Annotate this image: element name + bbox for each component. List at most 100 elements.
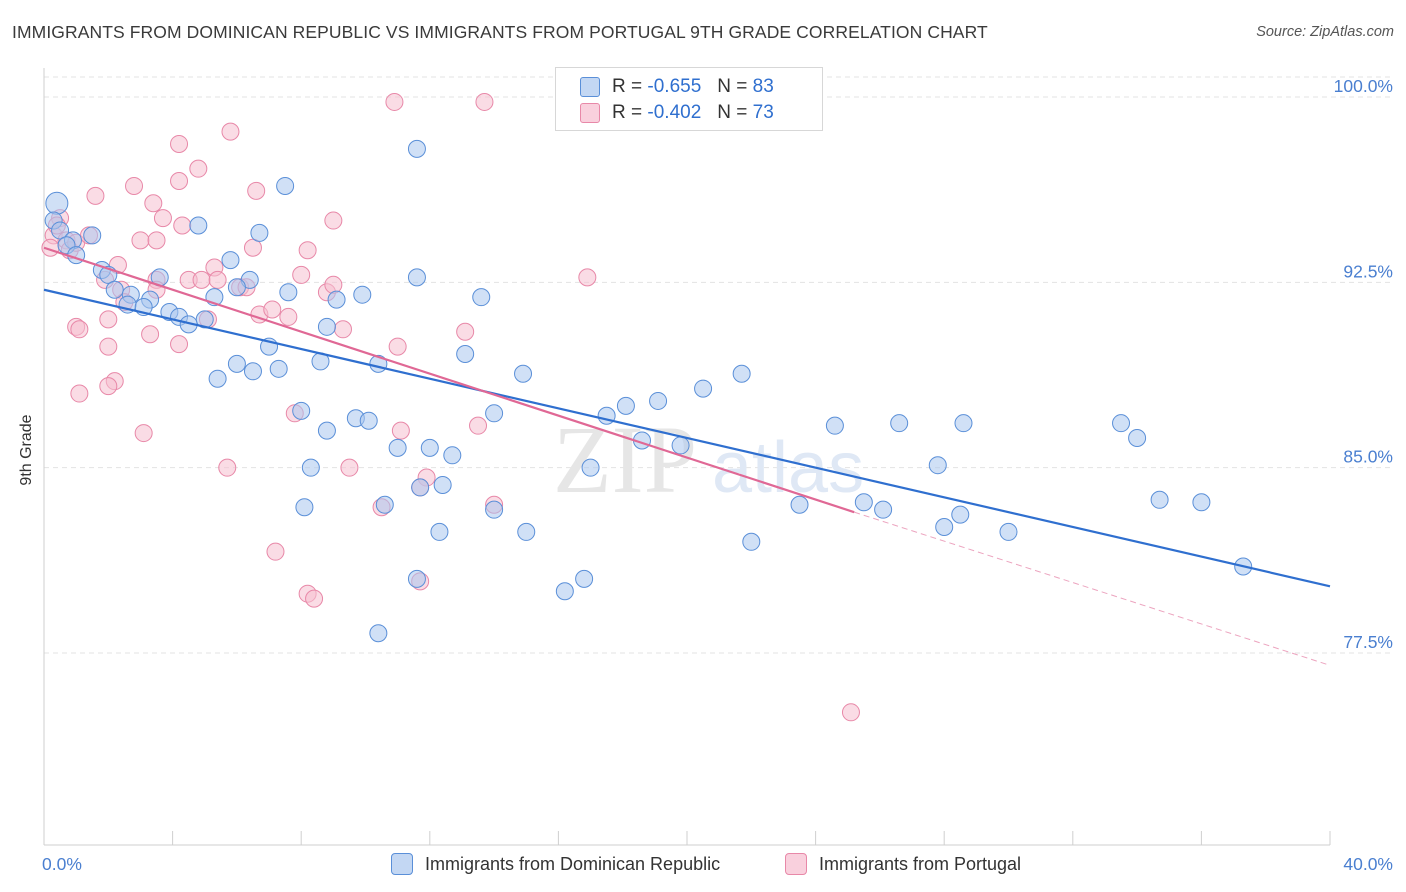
dominican-point xyxy=(208,369,227,388)
dominican-point xyxy=(951,505,970,524)
portugal-point xyxy=(125,176,144,195)
dominican-point xyxy=(928,456,947,475)
portugal-point xyxy=(173,216,192,235)
portugal-point xyxy=(99,377,118,396)
dominican-point xyxy=(485,500,504,519)
portugal-point xyxy=(324,275,343,294)
portugal-point xyxy=(475,92,494,111)
dominican-point xyxy=(694,379,713,398)
legend-n-value: 83 xyxy=(752,76,774,97)
trend-lines xyxy=(43,246,1331,666)
dominican-point xyxy=(369,624,388,643)
dominican-point xyxy=(1192,493,1211,512)
dominican-point xyxy=(327,290,346,309)
portugal-point xyxy=(298,241,317,260)
dominican-point xyxy=(456,344,475,363)
dominican-point xyxy=(105,280,124,299)
portugal-point xyxy=(391,421,410,440)
dominican-point xyxy=(243,362,262,381)
portugal-point xyxy=(131,231,150,250)
dominican-point xyxy=(250,223,269,242)
portugal-point xyxy=(388,337,407,356)
series-portugal-points xyxy=(41,92,860,722)
x-tick-label: 40.0% xyxy=(1343,854,1393,874)
axes: 77.5% 85.0% 92.5% 100.0% 0.0% 40.0% xyxy=(42,68,1393,874)
dominican-point xyxy=(575,569,594,588)
portugal-point xyxy=(305,589,324,608)
portugal-point xyxy=(243,238,262,257)
dominican-point xyxy=(890,414,909,433)
trendline-portugal-extension xyxy=(854,511,1331,666)
dominican-point xyxy=(581,458,600,477)
stats-legend: R = -0.655 N = 83 R = -0.402 N = 73 xyxy=(555,67,823,131)
dominican-point xyxy=(227,354,246,373)
y-tick-label: 92.5% xyxy=(1343,261,1393,281)
bottom-legend-swatch-portugal xyxy=(785,853,807,875)
dominican-point xyxy=(317,421,336,440)
dominican-point xyxy=(292,401,311,420)
dominican-point xyxy=(1150,490,1169,509)
dominican-point xyxy=(301,458,320,477)
portugal-point xyxy=(841,703,860,722)
dominican-point xyxy=(825,416,844,435)
bottom-legend-swatch-dominican xyxy=(391,853,413,875)
dominican-point xyxy=(742,532,761,551)
portugal-point xyxy=(192,270,211,289)
dominican-point xyxy=(443,446,462,465)
portugal-point xyxy=(70,384,89,403)
grid xyxy=(44,76,1392,654)
dominican-point xyxy=(732,364,751,383)
legend-r-value: -0.402 xyxy=(647,102,702,123)
portugal-point xyxy=(147,231,166,250)
legend-r-label: R = xyxy=(612,102,643,123)
legend-r-label: R = xyxy=(612,76,643,97)
portugal-point xyxy=(279,307,298,326)
legend-swatch-portugal xyxy=(580,103,600,123)
dominican-point xyxy=(359,411,378,430)
portugal-point xyxy=(578,268,597,287)
y-tick-label: 100.0% xyxy=(1334,76,1393,96)
dominican-point xyxy=(999,522,1018,541)
dominican-point xyxy=(353,285,372,304)
portugal-point xyxy=(70,320,89,339)
portugal-point xyxy=(385,92,404,111)
portugal-point xyxy=(266,542,285,561)
y-tick-label: 77.5% xyxy=(1343,632,1393,652)
bottom-legend-portugal: Immigrants from Portugal xyxy=(785,852,1021,876)
trendline-portugal xyxy=(43,246,855,514)
portugal-point xyxy=(170,134,189,153)
portugal-point xyxy=(324,211,343,230)
dominican-point xyxy=(317,317,336,336)
portugal-point xyxy=(99,337,118,356)
bottom-legend-label-dominican: Immigrants from Dominican Republic xyxy=(425,853,721,874)
portugal-point xyxy=(221,122,240,141)
portugal-point xyxy=(86,186,105,205)
portugal-point xyxy=(170,335,189,354)
portugal-point xyxy=(189,159,208,178)
dominican-point xyxy=(189,216,208,235)
dominican-point xyxy=(388,438,407,457)
portugal-point xyxy=(469,416,488,435)
portugal-point xyxy=(134,424,153,443)
portugal-point xyxy=(141,325,160,344)
x-tick-label: 0.0% xyxy=(42,854,82,874)
legend-n-label: N = xyxy=(717,102,748,123)
portugal-point xyxy=(292,265,311,284)
portugal-point xyxy=(208,270,227,289)
dominican-point xyxy=(276,176,295,195)
y-axis-label: 9th Grade xyxy=(18,414,35,485)
dominican-point xyxy=(375,495,394,514)
dominican-point xyxy=(671,436,690,455)
dominican-point xyxy=(854,493,873,512)
dominican-point xyxy=(472,288,491,307)
dominican-point xyxy=(1112,414,1131,433)
bottom-legend-dominican: Immigrants from Dominican Republic xyxy=(391,852,720,876)
legend-row-dominican: R = -0.655 N = 83 xyxy=(580,75,774,99)
legend-r-value: -0.655 xyxy=(647,76,702,97)
dominican-point xyxy=(430,522,449,541)
dominican-point xyxy=(51,221,70,240)
portugal-point xyxy=(144,194,163,213)
trendline-dominican xyxy=(43,288,1331,588)
chart-title: IMMIGRANTS FROM DOMINICAN REPUBLIC VS IM… xyxy=(12,22,988,42)
